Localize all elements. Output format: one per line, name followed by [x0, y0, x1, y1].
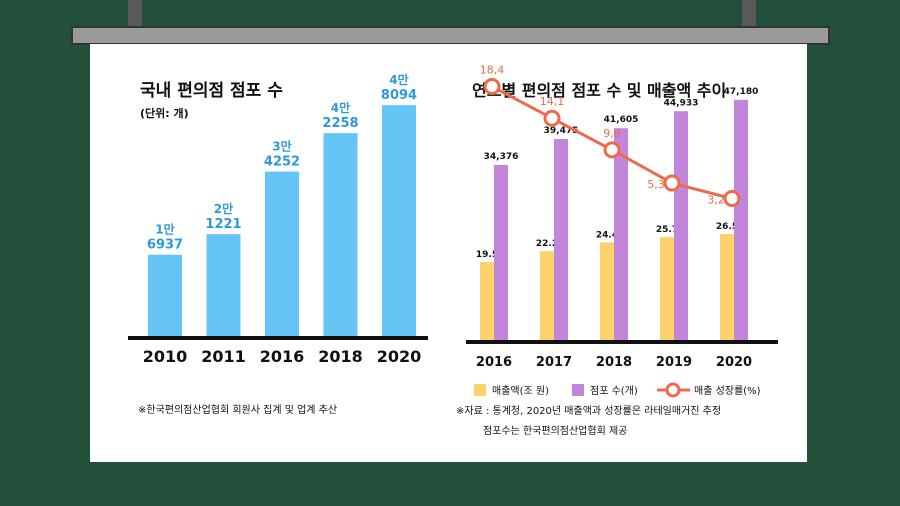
legend-swatch-stores	[572, 384, 584, 396]
left-bar-2016	[265, 171, 299, 336]
right-x-tick-label: 2020	[716, 355, 752, 370]
legend-marker-growth	[665, 382, 681, 398]
stores-bar-2016	[494, 164, 508, 340]
legend-swatch-sales	[474, 384, 486, 396]
growth-rate-point	[483, 78, 501, 96]
left-x-tick-label: 2010	[143, 347, 188, 366]
growth-rate-label: 9,8	[603, 127, 621, 140]
sales-bar-2018	[600, 242, 614, 340]
sales-bar-label: 22.2	[536, 239, 558, 249]
left-bar-label-bottom: 8094	[381, 88, 417, 103]
left-chart-unit: (단위: 개)	[140, 106, 189, 120]
stores-bar-label: 39,475	[544, 126, 579, 136]
left-x-tick-label: 2011	[201, 347, 246, 366]
right-chart-source-line1: ※자료 : 통계청, 2020년 매출액과 성장률은 라테일매거진 추정	[456, 405, 721, 417]
right-chart-title: 연도별 편의점 점포 수 및 매출액 추이	[472, 81, 726, 100]
left-x-tick-label: 2016	[260, 347, 305, 366]
growth-rate-point	[543, 109, 561, 127]
screen-hanger-right	[742, 0, 756, 26]
stores-bar-label: 44,933	[664, 98, 699, 108]
left-bar-label-top: 1만	[155, 222, 174, 237]
stores-bar-2019	[674, 111, 688, 340]
growth-rate-line-group: 18,4 14,1 9,8 5,3 3,2	[480, 64, 741, 208]
screen-hanger-left	[128, 0, 142, 26]
left-bar-2011	[206, 234, 241, 336]
left-bar-label-bottom: 2258	[322, 116, 358, 131]
stores-bar-2018	[614, 128, 628, 340]
sales-bar-label: 25.7	[656, 225, 678, 235]
left-bar-2010	[148, 254, 182, 336]
sales-bar-2016	[480, 262, 494, 340]
growth-rate-point	[603, 141, 621, 159]
right-x-tick-label: 2016	[476, 355, 512, 370]
right-x-tick-label: 2018	[596, 355, 632, 370]
sales-bar-label: 24.4	[596, 230, 618, 240]
right-bar-group: 19.5 34,376 22.2 39,475 24.4 41,605 25.7 44,933…	[476, 87, 758, 340]
legend-label-stores: 점포 수(개)	[590, 385, 638, 397]
right-x-tick-label: 2017	[536, 355, 572, 370]
left-bar-label-bottom: 1221	[205, 217, 241, 232]
screen-top-bar	[71, 26, 830, 45]
stores-bar-label: 47,180	[724, 87, 759, 97]
left-chart-title: 국내 편의점 점포 수	[140, 81, 283, 101]
sales-bar-label: 19.5	[476, 250, 498, 260]
right-chart-source-line2: 점포수는 한국편의점산업협회 제공	[483, 424, 627, 437]
left-bar-label-top: 3만	[272, 139, 291, 154]
right-x-axis-ticks: 2016 2017 2018 2019 2020	[476, 355, 752, 370]
growth-rate-label: 5,3	[647, 178, 665, 191]
growth-rate-point	[663, 174, 681, 192]
sales-bar-2017	[540, 251, 554, 340]
stores-bar-label: 34,376	[484, 152, 519, 162]
growth-rate-label: 3,2	[707, 194, 725, 207]
sales-bar-label: 26.5	[716, 222, 738, 232]
left-chart-source: ※한국편의점산업협회 회원사 집계 및 업계 추산	[138, 403, 337, 416]
stores-bar-2020	[734, 99, 748, 340]
sales-bar-2020	[720, 234, 734, 340]
left-bar-label-bottom: 6937	[147, 238, 183, 253]
right-x-tick-label: 2019	[656, 355, 692, 370]
left-bar-label-top: 4만	[331, 100, 350, 115]
growth-rate-label: 14,1	[540, 95, 565, 108]
legend-label-growth: 매출 성장률(%)	[694, 385, 761, 397]
left-bar-label-top: 2만	[214, 201, 233, 216]
left-bar-label-top: 4만	[389, 72, 408, 87]
right-chart-legend: 매출액(조 원) 점포 수(개) 매출 성장률(%)	[474, 382, 761, 398]
projection-screen	[90, 44, 807, 462]
sales-bar-2019	[660, 237, 674, 340]
right-chart: 연도별 편의점 점포 수 및 매출액 추이 19.5 34,376 22.2 39,4…	[456, 64, 778, 437]
growth-rate-label: 18,4	[480, 64, 505, 77]
growth-rate-point	[723, 190, 741, 208]
left-x-axis-ticks: 2010 2011 2016 2018 2020	[143, 347, 422, 366]
left-x-tick-label: 2020	[377, 347, 422, 366]
left-bar-2018	[323, 133, 358, 336]
stores-bar-2017	[554, 139, 568, 340]
left-x-tick-label: 2018	[318, 347, 363, 366]
stores-bar-label: 41,605	[604, 115, 639, 125]
left-bar-label-bottom: 4252	[264, 155, 300, 170]
left-bar-2020	[382, 105, 416, 336]
legend-label-sales: 매출액(조 원)	[492, 385, 549, 397]
